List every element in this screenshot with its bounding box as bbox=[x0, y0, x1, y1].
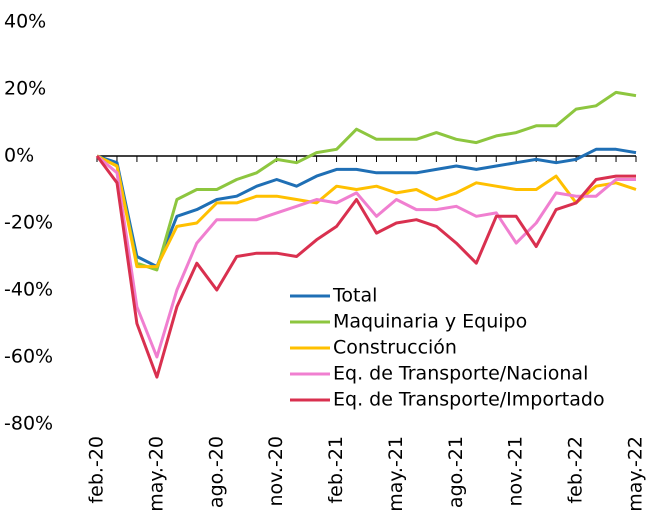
x-tick-label: may.-20 bbox=[145, 436, 167, 512]
x-tick-label: feb.-22 bbox=[565, 436, 587, 504]
y-tick-label: -40% bbox=[4, 279, 53, 301]
x-tick-label: may.-21 bbox=[385, 436, 407, 512]
legend-label: Eq. de Transporte/Importado bbox=[333, 389, 605, 411]
x-tick-label: feb.-20 bbox=[86, 436, 108, 504]
legend-label: Maquinaria y Equipo bbox=[333, 311, 527, 333]
x-tick-label: nov.-21 bbox=[505, 436, 527, 507]
y-tick-label: 40% bbox=[4, 11, 46, 33]
y-tick-label: -80% bbox=[4, 413, 53, 435]
series-line bbox=[97, 149, 636, 266]
legend-label: Eq. de Transporte/Nacional bbox=[333, 363, 588, 385]
x-tick-label: ago.-20 bbox=[205, 436, 227, 508]
legend-label: Total bbox=[332, 285, 377, 307]
y-tick-label: -20% bbox=[4, 212, 53, 234]
x-tick-label: nov.-20 bbox=[265, 436, 287, 507]
y-tick-label: 0% bbox=[4, 145, 34, 167]
legend-label: Construcción bbox=[333, 337, 457, 359]
x-tick-label: feb.-21 bbox=[325, 436, 347, 504]
y-tick-label: 20% bbox=[4, 78, 46, 100]
series-line bbox=[97, 92, 636, 270]
x-tick-label: ago.-21 bbox=[445, 436, 467, 508]
y-tick-label: -60% bbox=[4, 346, 53, 368]
x-tick-label: may.-22 bbox=[625, 436, 646, 512]
